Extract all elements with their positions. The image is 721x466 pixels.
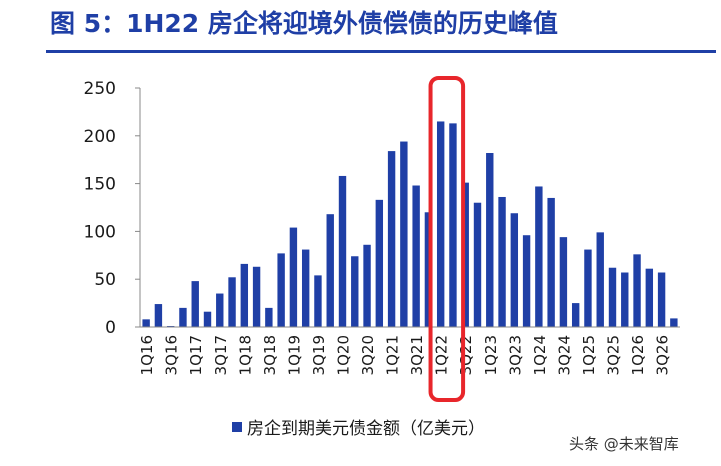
bar-4Q18: [277, 253, 285, 327]
bar-2Q16: [154, 304, 163, 327]
bar-4Q26: [670, 318, 678, 327]
bar-1Q16: [142, 319, 150, 327]
bar-1Q25: [584, 249, 592, 327]
x-tick-label: 1Q18: [236, 335, 254, 375]
bar-1Q17: [191, 281, 199, 327]
bar-3Q19: [314, 275, 322, 327]
x-tick-label: 1Q26: [629, 335, 647, 375]
legend-swatch: [232, 422, 242, 432]
bar-4Q17: [228, 277, 236, 327]
x-tick-label: 1Q24: [531, 335, 549, 375]
y-tick-label: 200: [84, 127, 116, 147]
x-tick-label: 1Q16: [138, 335, 156, 375]
bar-2Q24: [547, 197, 555, 327]
y-tick-label: 0: [105, 318, 116, 338]
legend-label: 房企到期美元债金额（亿美元）: [247, 419, 485, 439]
bars: [142, 121, 678, 328]
x-tick-label: 1Q25: [580, 335, 598, 375]
x-tick-label: 1Q17: [187, 335, 205, 375]
bar-2Q23: [498, 196, 506, 327]
bar-2Q25: [596, 232, 604, 327]
bar-1Q26: [633, 254, 641, 327]
bar-4Q24: [571, 303, 580, 327]
bar-4Q25: [621, 272, 629, 327]
bar-4Q16: [179, 307, 187, 327]
highlight-group: [428, 76, 466, 402]
y-tick-label: 150: [84, 175, 116, 195]
bar-1Q21: [387, 151, 396, 327]
bar-1Q18: [240, 263, 249, 327]
bar-1Q23: [486, 153, 494, 327]
x-tick-label: 3Q25: [605, 335, 623, 375]
bar-4Q20: [375, 199, 384, 327]
title-underline: [46, 50, 716, 53]
bar-1Q19: [289, 227, 298, 327]
y-tick-label: 50: [94, 270, 116, 290]
legend: 房企到期美元债金额（亿美元）: [232, 419, 485, 439]
x-tick-label: 1Q19: [285, 335, 303, 375]
figure-title: 图 5：1H22 房企将迎境外债偿债的历史峰值: [50, 9, 558, 38]
bar-3Q17: [216, 293, 224, 327]
bar-2Q21: [400, 141, 408, 327]
watermark: 头条 @未来智库: [569, 435, 679, 453]
x-tick-label: 1Q22: [433, 335, 451, 375]
bar-3Q23: [510, 213, 519, 327]
bar-3Q18: [265, 307, 273, 327]
bar-2Q26: [645, 268, 654, 327]
bar-3Q20: [363, 244, 371, 327]
bar-4Q19: [326, 214, 334, 327]
x-tick-label: 3Q26: [654, 335, 672, 375]
y-axis: 0 50 100 150 200 250: [84, 79, 141, 338]
bar-2Q22: [449, 123, 457, 328]
x-tick-label: 3Q22: [457, 335, 475, 375]
highlight-box: [428, 76, 466, 402]
x-tick-label: 1Q20: [335, 335, 353, 375]
x-tick-label: 3Q17: [212, 335, 230, 375]
x-tick-label: 3Q24: [555, 335, 573, 375]
bar-3Q21: [412, 185, 420, 327]
bar-2Q18: [252, 266, 261, 327]
bar-3Q22: [461, 182, 469, 327]
x-tick-label: 3Q20: [359, 335, 377, 375]
x-tick-label: 3Q18: [261, 335, 279, 375]
bar-4Q21: [424, 212, 433, 327]
bar-1Q24: [535, 186, 543, 327]
x-tick-label: 3Q19: [310, 335, 328, 375]
x-tick-label: 1Q21: [384, 335, 402, 375]
bar-3Q24: [559, 237, 568, 327]
x-axis: 1Q16 3Q16 1Q17 3Q17 1Q18 3Q18 1Q19 3Q19 1Q20 3Q20…: [138, 326, 680, 375]
y-tick-label: 100: [84, 222, 116, 242]
x-tick-label: 1Q23: [482, 335, 500, 375]
x-tick-label: 3Q16: [163, 335, 181, 375]
x-tick-label: 3Q23: [506, 335, 524, 375]
bar-3Q26: [657, 272, 666, 327]
bar-3Q25: [608, 267, 617, 327]
bar-1Q20: [338, 175, 347, 327]
bar-1Q22: [436, 121, 445, 328]
bar-2Q20: [351, 256, 359, 327]
bar-4Q22: [473, 202, 482, 327]
x-tick-label: 3Q21: [408, 335, 426, 375]
bar-2Q19: [301, 249, 310, 327]
bar-2Q17: [203, 311, 212, 327]
bar-4Q23: [522, 235, 531, 327]
y-tick-label: 250: [84, 79, 116, 99]
